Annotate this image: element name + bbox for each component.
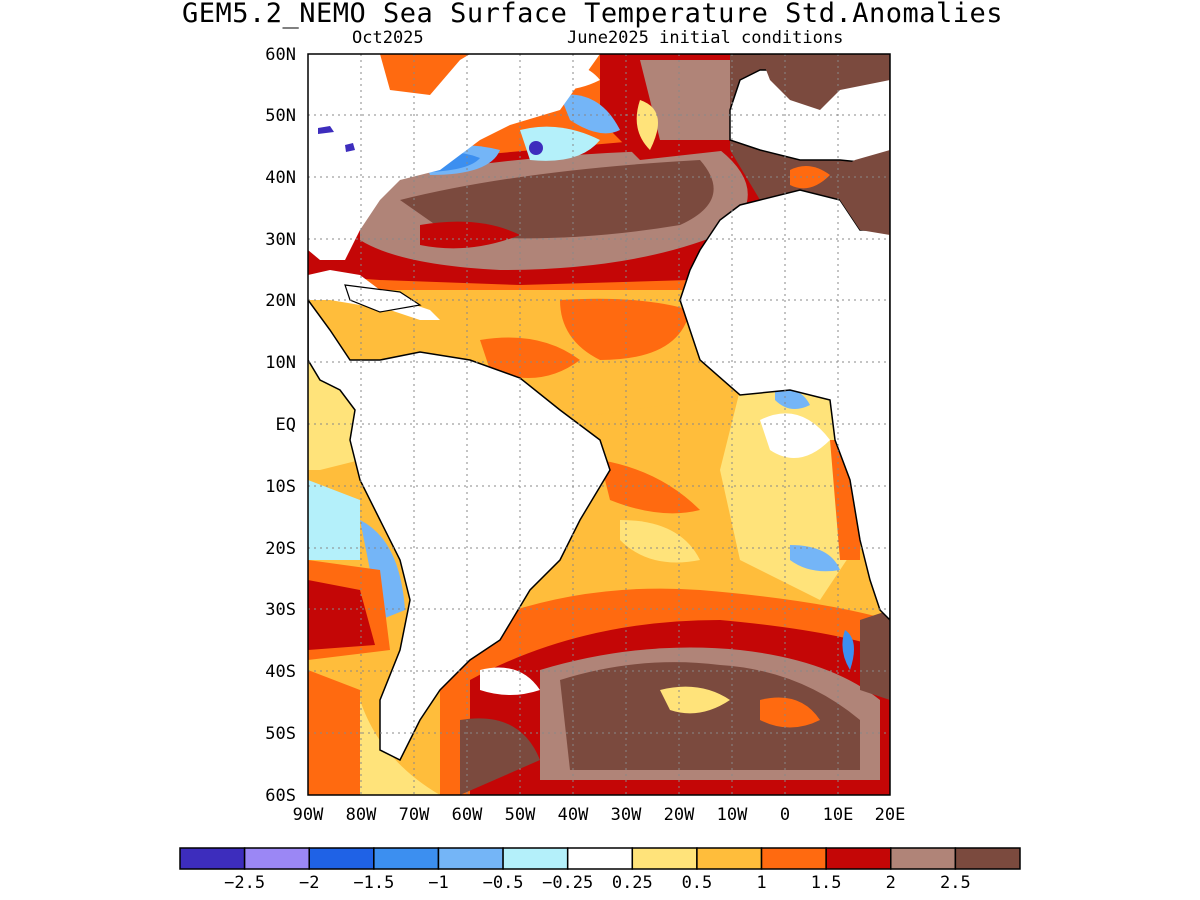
lon-label: 10W	[717, 805, 748, 825]
colorbar-tick-label: −0.25	[542, 873, 593, 893]
lat-label: EQ	[276, 415, 296, 435]
lon-label: 20W	[664, 805, 695, 825]
lat-label: 50S	[265, 724, 296, 744]
lat-label: 30N	[265, 230, 296, 250]
lon-label: 20E	[875, 805, 906, 825]
initial-conditions-label: June2025 initial conditions	[567, 28, 844, 48]
lon-label: 80W	[346, 805, 377, 825]
lat-label: 20S	[265, 539, 296, 559]
lat-label: 20N	[265, 291, 296, 311]
forecast-month: Oct2025	[352, 28, 424, 48]
colorbar-tick-label: −1	[428, 873, 448, 893]
colorbar	[179, 847, 1021, 870]
colorbar-swatch	[890, 847, 957, 870]
colorbar-swatch	[373, 847, 440, 870]
lon-label: 70W	[399, 805, 430, 825]
map-title: GEM5.2_NEMO Sea Surface Temperature Std.…	[181, 0, 1003, 29]
lon-label: 60W	[452, 805, 483, 825]
lat-label: 60N	[265, 45, 296, 65]
colorbar-swatch	[954, 847, 1021, 870]
colorbar-tick-label: 0.25	[612, 873, 653, 893]
longitude-labels: 90W 80W 70W 60W 50W 40W 30W 20W 10W 0 10…	[293, 805, 906, 825]
latitude-labels: 60N 50N 40N 30N 20N 10N EQ 10S 20S 30S 4…	[265, 45, 296, 806]
lat-label: 10S	[265, 477, 296, 497]
colorbar-tick-label: 0.5	[682, 873, 713, 893]
anomaly-field	[308, 54, 890, 795]
colorbar-tick-label: 1	[756, 873, 766, 893]
colorbar-tick-label: −0.5	[483, 873, 524, 893]
colorbar-swatch	[437, 847, 504, 870]
lat-label: 40N	[265, 168, 296, 188]
lat-label: 40S	[265, 662, 296, 682]
colorbar-swatch	[502, 847, 569, 870]
colorbar-tick-label: −1.5	[353, 873, 394, 893]
colorbar-swatch	[696, 847, 763, 870]
lat-label: 30S	[265, 600, 296, 620]
lon-label: 0	[780, 805, 790, 825]
colorbar-swatch	[825, 847, 892, 870]
colorbar-swatch	[308, 847, 375, 870]
colorbar-tick-label: 2.5	[940, 873, 971, 893]
lon-label: 50W	[505, 805, 536, 825]
lon-label: 30W	[611, 805, 642, 825]
lon-label: 40W	[558, 805, 589, 825]
colorbar-swatch	[179, 847, 246, 870]
map-frame	[307, 53, 891, 796]
lat-label: 10N	[265, 353, 296, 373]
graticule	[308, 54, 890, 795]
colorbar-tick-label: 1.5	[811, 873, 842, 893]
colorbar-tick-label: −2	[299, 873, 319, 893]
lon-label: 10E	[823, 805, 854, 825]
colorbar-tick-label: 2	[886, 873, 896, 893]
colorbar-labels: −2.5 −2 −1.5 −1 −0.5 −0.25 0.25 0.5 1 1.5 2 2.5	[224, 873, 971, 893]
colorbar-swatch	[243, 847, 310, 870]
colorbar-swatch	[760, 847, 827, 870]
colorbar-swatch	[566, 847, 634, 870]
lat-label: 60S	[265, 786, 296, 806]
lon-label: 90W	[293, 805, 324, 825]
lat-label: 50N	[265, 106, 296, 126]
colorbar-swatch	[631, 847, 698, 870]
colorbar-tick-label: −2.5	[224, 873, 265, 893]
